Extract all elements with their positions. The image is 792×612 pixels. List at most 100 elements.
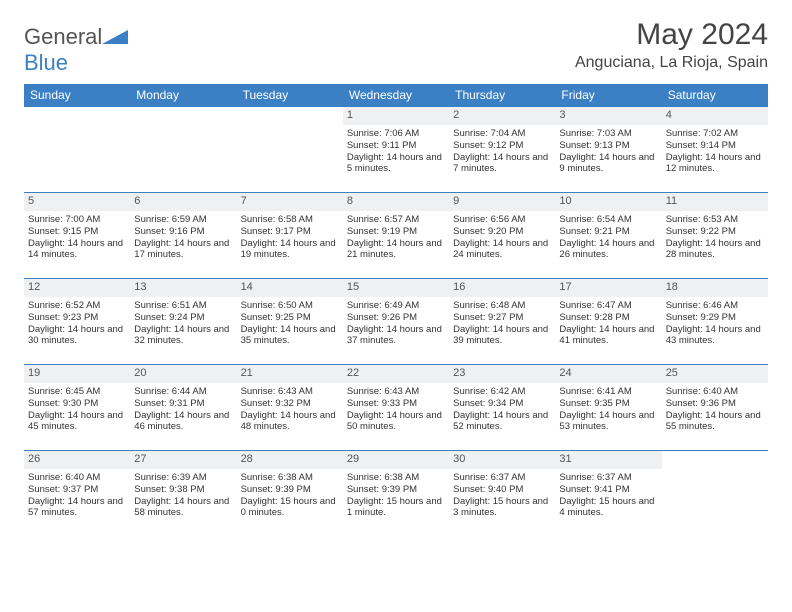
location-text: Anguciana, La Rioja, Spain [575,54,768,72]
calendar-day-cell: 20Sunrise: 6:44 AMSunset: 9:31 PMDayligh… [130,365,236,451]
sunrise-text: Sunrise: 6:44 AM [134,386,232,398]
weekday-header: Monday [130,84,236,107]
day-number: 24 [555,365,661,383]
sunset-text: Sunset: 9:21 PM [559,226,657,238]
logo-part1: General [24,24,102,49]
sunrise-text: Sunrise: 7:00 AM [28,214,126,226]
daylight-text: Daylight: 15 hours and 4 minutes. [559,496,657,520]
day-number: 13 [130,279,236,297]
weekday-header: Wednesday [343,84,449,107]
sunrise-text: Sunrise: 6:46 AM [666,300,764,312]
daylight-text: Daylight: 14 hours and 52 minutes. [453,410,551,434]
sunset-text: Sunset: 9:39 PM [241,484,339,496]
daylight-text: Daylight: 14 hours and 35 minutes. [241,324,339,348]
day-number: 16 [449,279,555,297]
sunset-text: Sunset: 9:38 PM [134,484,232,496]
sunset-text: Sunset: 9:27 PM [453,312,551,324]
calendar-day-cell: 1 Sunrise: 7:06 AMSunset: 9:11 PMDaylight… [343,107,449,193]
calendar-day-cell: 25Sunrise: 6:40 AMSunset: 9:36 PMDayligh… [662,365,768,451]
sunset-text: Sunset: 9:32 PM [241,398,339,410]
day-number: 1 [343,107,449,125]
day-number: 5 [24,193,130,211]
sunrise-text: Sunrise: 6:43 AM [241,386,339,398]
calendar-day-cell: 3Sunrise: 7:03 AMSunset: 9:13 PMDaylight… [555,107,661,193]
sunset-text: Sunset: 9:26 PM [347,312,445,324]
day-number: 30 [449,451,555,469]
sunrise-text: Sunrise: 7:06 AM [347,128,445,140]
calendar-day-cell: 30Sunrise: 6:37 AMSunset: 9:40 PMDayligh… [449,451,555,537]
sunset-text: Sunset: 9:15 PM [28,226,126,238]
calendar-day-cell: 19Sunrise: 6:45 AMSunset: 9:30 PMDayligh… [24,365,130,451]
day-number: 21 [237,365,343,383]
weekday-header: Sunday [24,84,130,107]
calendar-day-cell: 23Sunrise: 6:42 AMSunset: 9:34 PMDayligh… [449,365,555,451]
day-number: 15 [343,279,449,297]
sunrise-text: Sunrise: 6:58 AM [241,214,339,226]
sunset-text: Sunset: 9:39 PM [347,484,445,496]
sunset-text: Sunset: 9:11 PM [347,140,445,152]
calendar-week-row: 5Sunrise: 7:00 AMSunset: 9:15 PMDaylight… [24,193,768,279]
calendar-day-cell: 6Sunrise: 6:59 AMSunset: 9:16 PMDaylight… [130,193,236,279]
daylight-text: Daylight: 14 hours and 32 minutes. [134,324,232,348]
logo-part2: Blue [24,50,68,75]
calendar-day-cell: 16Sunrise: 6:48 AMSunset: 9:27 PMDayligh… [449,279,555,365]
sunset-text: Sunset: 9:24 PM [134,312,232,324]
calendar-day-cell: 22Sunrise: 6:43 AMSunset: 9:33 PMDayligh… [343,365,449,451]
daylight-text: Daylight: 14 hours and 30 minutes. [28,324,126,348]
sunrise-text: Sunrise: 6:41 AM [559,386,657,398]
weekday-header: Friday [555,84,661,107]
sunrise-text: Sunrise: 6:40 AM [28,472,126,484]
sunset-text: Sunset: 9:22 PM [666,226,764,238]
calendar-week-row: 19Sunrise: 6:45 AMSunset: 9:30 PMDayligh… [24,365,768,451]
daylight-text: Daylight: 14 hours and 5 minutes. [347,152,445,176]
calendar-week-row: ...1Sunrise: 7:06 AMSunset: 9:11 PMDayli… [24,107,768,193]
calendar-body: ...1Sunrise: 7:06 AMSunset: 9:11 PMDayli… [24,107,768,537]
daylight-text: Daylight: 14 hours and 53 minutes. [559,410,657,434]
calendar-day-cell: 21Sunrise: 6:43 AMSunset: 9:32 PMDayligh… [237,365,343,451]
sunrise-text: Sunrise: 6:47 AM [559,300,657,312]
calendar-day-cell: 9Sunrise: 6:56 AMSunset: 9:20 PMDaylight… [449,193,555,279]
calendar-day-cell: 11Sunrise: 6:53 AMSunset: 9:22 PMDayligh… [662,193,768,279]
day-number: 19 [24,365,130,383]
daylight-text: Daylight: 14 hours and 41 minutes. [559,324,657,348]
calendar-header-row: SundayMondayTuesdayWednesdayThursdayFrid… [24,84,768,107]
calendar-day-cell: 2Sunrise: 7:04 AMSunset: 9:12 PMDaylight… [449,107,555,193]
calendar-day-cell: . [662,451,768,537]
daylight-text: Daylight: 15 hours and 0 minutes. [241,496,339,520]
daylight-text: Daylight: 14 hours and 14 minutes. [28,238,126,262]
calendar-day-cell: 17Sunrise: 6:47 AMSunset: 9:28 PMDayligh… [555,279,661,365]
day-number: 6 [130,193,236,211]
title-block: May 2024 Anguciana, La Rioja, Spain [575,18,768,72]
header: GeneralBlue May 2024 Anguciana, La Rioja… [24,18,768,76]
page-title: May 2024 [575,18,768,52]
daylight-text: Daylight: 14 hours and 21 minutes. [347,238,445,262]
calendar-day-cell: 14Sunrise: 6:50 AMSunset: 9:25 PMDayligh… [237,279,343,365]
day-number: 9 [449,193,555,211]
day-number: 27 [130,451,236,469]
sunset-text: Sunset: 9:13 PM [559,140,657,152]
daylight-text: Daylight: 14 hours and 45 minutes. [28,410,126,434]
sunrise-text: Sunrise: 6:40 AM [666,386,764,398]
day-number: 29 [343,451,449,469]
calendar-week-row: 12Sunrise: 6:52 AMSunset: 9:23 PMDayligh… [24,279,768,365]
sunset-text: Sunset: 9:19 PM [347,226,445,238]
daylight-text: Daylight: 14 hours and 24 minutes. [453,238,551,262]
logo: GeneralBlue [24,24,128,76]
calendar-day-cell: . [237,107,343,193]
sunset-text: Sunset: 9:17 PM [241,226,339,238]
sunset-text: Sunset: 9:16 PM [134,226,232,238]
calendar-day-cell: . [130,107,236,193]
daylight-text: Daylight: 15 hours and 3 minutes. [453,496,551,520]
weekday-header: Thursday [449,84,555,107]
day-number: 7 [237,193,343,211]
daylight-text: Daylight: 14 hours and 12 minutes. [666,152,764,176]
day-number: 26 [24,451,130,469]
sunset-text: Sunset: 9:40 PM [453,484,551,496]
day-number: 17 [555,279,661,297]
sunset-text: Sunset: 9:34 PM [453,398,551,410]
sunset-text: Sunset: 9:23 PM [28,312,126,324]
day-number: 31 [555,451,661,469]
sunset-text: Sunset: 9:12 PM [453,140,551,152]
daylight-text: Daylight: 14 hours and 58 minutes. [134,496,232,520]
calendar-day-cell: 29Sunrise: 6:38 AMSunset: 9:39 PMDayligh… [343,451,449,537]
